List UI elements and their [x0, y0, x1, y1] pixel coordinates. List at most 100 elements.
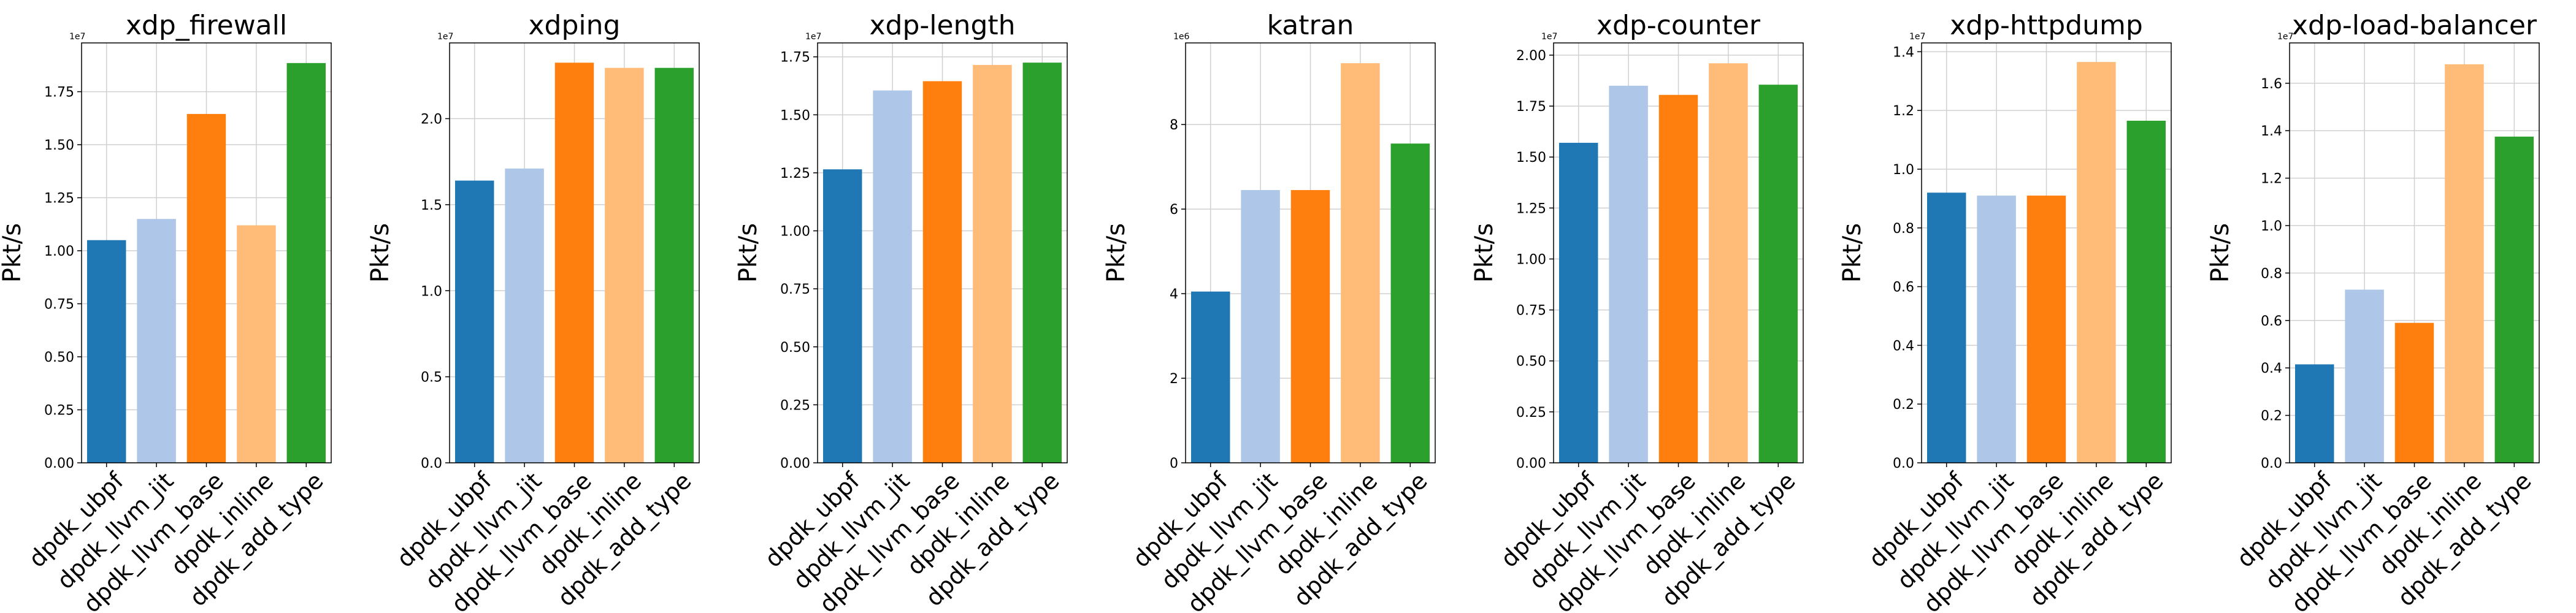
y-tick-label: 0.50 [780, 340, 810, 356]
bar-dpdk_llvm_base [922, 81, 962, 463]
bar-dpdk_ubpf [1558, 142, 1598, 463]
bar-dpdk_ubpf [822, 169, 862, 463]
y-axis-label: Pkt/s [0, 223, 26, 283]
subplot-xdp-counter: 0.000.250.500.751.001.251.501.752.00dpdk… [1470, 10, 1804, 613]
bar-dpdk_llvm_base [2026, 196, 2066, 463]
y-tick-label: 1.75 [1516, 99, 1546, 115]
bar-dpdk_add_type [1022, 63, 1062, 463]
bar-dpdk_add_type [1390, 143, 1430, 463]
y-tick-label: 0.6 [2261, 314, 2282, 329]
subplot-xdp_firewall: 0.000.250.500.751.001.251.501.75dpdk_ubp… [0, 10, 332, 613]
y-tick-label: 0.00 [44, 456, 74, 471]
y-tick-label: 1.50 [1516, 150, 1546, 166]
y-tick-label: 0.25 [780, 398, 810, 413]
axis-offset-label: 1e7 [2277, 32, 2293, 42]
bar-dpdk_llvm_base [2394, 322, 2434, 463]
subplot-xdp-httpdump: 0.00.20.40.60.81.01.21.4dpdk_ubpfdpdk_ll… [1838, 10, 2172, 613]
y-tick-label: 1.0 [2261, 219, 2282, 234]
y-tick-label: 1.25 [780, 166, 810, 181]
y-tick-label: 0.25 [44, 403, 74, 419]
y-tick-label: 1.00 [780, 224, 810, 240]
subplot-title: xdp-load-balancer [2292, 10, 2537, 41]
bar-dpdk_llvm_base [186, 113, 226, 463]
y-tick-label: 0.2 [1893, 397, 1914, 413]
y-tick-label: 0.0 [2261, 456, 2282, 471]
y-tick-label: 0.75 [780, 282, 810, 297]
y-tick-label: 1.4 [2261, 124, 2282, 139]
bar-dpdk_add_type [286, 63, 326, 463]
y-tick-label: 1.6 [2261, 77, 2282, 92]
y-axis-label: Pkt/s [1470, 223, 1498, 283]
y-tick-label: 0.5 [421, 370, 442, 386]
bar-dpdk_add_type [654, 67, 694, 463]
bar-dpdk_llvm_jit [1609, 85, 1648, 463]
y-tick-label: 2 [1170, 371, 1178, 387]
y-tick-label: 0.0 [421, 456, 442, 471]
y-tick-label: 4 [1170, 287, 1178, 302]
subplot-title: xdp-httpdump [1950, 10, 2143, 41]
y-tick-label: 1.75 [780, 50, 810, 66]
y-axis-label: Pkt/s [1102, 223, 1130, 283]
axis-offset-label: 1e7 [1541, 32, 1557, 42]
bar-dpdk_inline [2445, 64, 2484, 463]
bar-dpdk_inline [1709, 63, 1748, 463]
subplot-title: xdp-length [869, 10, 1015, 41]
subplot-title: xdping [529, 10, 621, 41]
y-tick-label: 0.6 [1893, 280, 1914, 295]
bar-dpdk_add_type [2126, 120, 2166, 463]
y-tick-label: 0.00 [780, 456, 810, 471]
bar-dpdk_inline [605, 67, 644, 463]
axis-offset-label: 1e7 [437, 32, 453, 42]
bar-dpdk_ubpf [1190, 291, 1230, 463]
subplot-katran: 02468dpdk_ubpfdpdk_llvm_jitdpdk_llvm_bas… [1102, 10, 1436, 613]
y-tick-label: 1.0 [421, 284, 442, 299]
y-tick-label: 0.00 [1516, 456, 1546, 471]
subplot-xdp-load-balancer: 0.00.20.40.60.81.01.21.41.6dpdk_ubpfdpdk… [2206, 10, 2540, 613]
axis-offset-label: 1e6 [1173, 32, 1190, 42]
y-tick-label: 1.4 [1893, 45, 1914, 60]
bar-dpdk_llvm_jit [2345, 289, 2384, 463]
y-tick-label: 0.50 [44, 350, 74, 365]
subplot-title: xdp-counter [1597, 10, 1761, 41]
bar-dpdk_llvm_base [554, 63, 594, 463]
y-tick-label: 0.50 [1516, 354, 1546, 370]
y-axis-label: Pkt/s [734, 223, 762, 283]
bar-dpdk_add_type [2494, 136, 2534, 463]
axis-offset-label: 1e7 [805, 32, 821, 42]
subplot-xdp-length: 0.000.250.500.751.001.251.501.75dpdk_ubp… [734, 10, 1068, 613]
y-tick-label: 2.0 [421, 112, 442, 128]
y-axis-label: Pkt/s [2206, 223, 2234, 283]
bar-dpdk_ubpf [454, 180, 494, 463]
y-tick-label: 8 [1170, 118, 1178, 133]
bar-dpdk_add_type [1758, 85, 1798, 463]
y-tick-label: 1.5 [421, 198, 442, 213]
y-tick-label: 1.50 [780, 108, 810, 123]
subplot-xdping: 0.00.51.01.52.0dpdk_ubpfdpdk_llvm_jitdpd… [366, 10, 700, 613]
bar-dpdk_ubpf [1926, 192, 1966, 463]
bar-dpdk_llvm_jit [1241, 190, 1280, 463]
y-tick-label: 0.4 [1893, 338, 1914, 354]
subplot-title: xdp_firewall [126, 10, 287, 41]
axis-offset-label: 1e7 [1909, 32, 1925, 42]
y-tick-label: 0.8 [1893, 221, 1914, 237]
y-tick-label: 0.25 [1516, 405, 1546, 421]
y-tick-label: 1.75 [44, 85, 74, 101]
bar-dpdk_llvm_jit [873, 90, 912, 463]
y-tick-label: 1.25 [44, 191, 74, 207]
bar-dpdk_inline [973, 64, 1012, 463]
y-tick-label: 0.75 [1516, 303, 1546, 319]
y-tick-label: 0.75 [44, 297, 74, 313]
y-tick-label: 0.8 [2261, 266, 2282, 281]
bar-dpdk_inline [1341, 63, 1380, 463]
y-tick-label: 1.25 [1516, 201, 1546, 216]
y-tick-label: 0 [1170, 456, 1178, 471]
bar-dpdk_ubpf [86, 240, 126, 463]
bar-dpdk_inline [2077, 62, 2116, 463]
y-tick-label: 1.00 [44, 244, 74, 259]
subplot-title: katran [1267, 10, 1354, 41]
y-tick-label: 0.2 [2261, 409, 2282, 424]
y-tick-label: 1.00 [1516, 252, 1546, 267]
y-tick-label: 1.2 [2261, 172, 2282, 187]
y-axis-label: Pkt/s [1838, 223, 1866, 283]
